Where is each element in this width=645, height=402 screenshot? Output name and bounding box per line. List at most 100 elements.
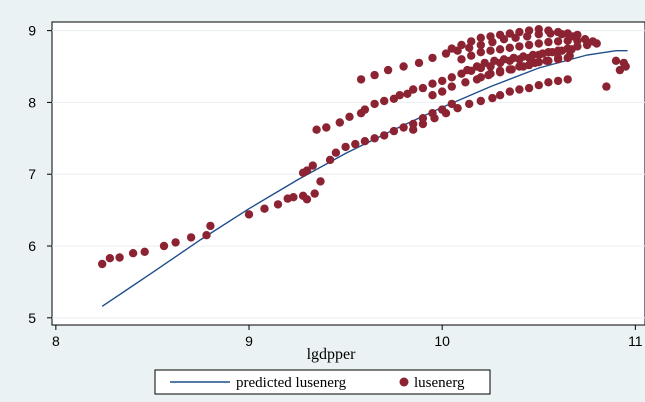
data-point [441, 109, 451, 118]
data-point [534, 25, 543, 34]
data-point [389, 126, 399, 136]
data-point [563, 36, 572, 45]
data-point [505, 43, 514, 52]
legend-label-predicted: predicted lusenerg [236, 375, 347, 391]
data-point [484, 70, 493, 80]
data-point [428, 79, 437, 88]
data-point [341, 142, 350, 152]
data-point [534, 81, 543, 90]
data-point [457, 55, 466, 64]
data-point [476, 96, 485, 106]
data-point [428, 53, 437, 63]
data-point [370, 99, 379, 109]
data-point [567, 45, 576, 54]
data-point [565, 51, 574, 60]
data-point [538, 49, 547, 58]
data-point [544, 37, 553, 47]
data-point [588, 37, 597, 46]
data-point [553, 76, 563, 86]
axes: 5 6 7 8 9 8 9 10 11 [28, 23, 643, 349]
data-point [528, 50, 538, 60]
data-point [430, 114, 439, 123]
data-point [244, 210, 254, 219]
data-point [453, 104, 462, 113]
data-point [308, 161, 317, 170]
data-point [519, 52, 528, 61]
data-point [465, 99, 474, 109]
data-point [488, 93, 497, 103]
data-point [472, 75, 482, 84]
legend-point-swatch [399, 377, 409, 387]
data-point [573, 30, 582, 40]
data-point [507, 65, 516, 74]
data-point [360, 137, 370, 146]
scatter-series [98, 25, 630, 269]
data-point [399, 62, 408, 71]
data-point [273, 200, 283, 209]
data-point [447, 82, 456, 91]
data-point [202, 231, 211, 240]
data-point [580, 35, 590, 44]
data-point [480, 58, 489, 68]
data-point [441, 49, 451, 58]
y-tick-label: 6 [28, 238, 36, 254]
data-point [524, 83, 534, 93]
data-point [515, 85, 524, 94]
data-point [409, 125, 418, 134]
data-point [530, 58, 540, 68]
y-tick-label: 5 [28, 310, 36, 326]
data-point [380, 131, 389, 140]
data-point [457, 40, 466, 50]
x-axis-title: lgdpper [307, 346, 357, 363]
data-point [499, 55, 509, 64]
data-point [310, 189, 319, 198]
data-point [544, 26, 553, 35]
data-point [414, 58, 424, 68]
data-point [553, 37, 563, 46]
data-point [447, 44, 456, 53]
data-point [380, 96, 389, 106]
data-point [403, 89, 412, 99]
y-tick-label: 7 [28, 166, 36, 182]
data-point [335, 118, 344, 127]
data-point [519, 62, 528, 71]
data-point [447, 99, 456, 109]
data-point [128, 249, 138, 258]
data-point [399, 123, 408, 132]
data-point [325, 155, 335, 165]
data-point [105, 254, 115, 263]
data-point [360, 105, 370, 114]
data-point [447, 73, 456, 82]
data-point [563, 75, 572, 84]
data-point [544, 78, 553, 87]
data-point [619, 58, 628, 68]
data-point [206, 221, 215, 231]
legend: predicted lusenerg lusenerg [154, 369, 491, 395]
data-point [548, 48, 557, 57]
data-point [495, 68, 505, 77]
data-point [515, 42, 524, 51]
data-point [495, 45, 505, 54]
data-point [159, 241, 169, 251]
data-point [467, 37, 476, 46]
data-point [438, 76, 447, 86]
data-point [553, 27, 563, 37]
x-tick-label: 8 [52, 333, 60, 349]
data-point [505, 29, 514, 38]
data-point [289, 193, 298, 202]
data-point [476, 40, 485, 50]
x-tick-label: 11 [628, 333, 643, 349]
data-point [563, 29, 572, 38]
y-tick-label: 9 [28, 23, 36, 39]
data-point [370, 134, 379, 143]
data-point [534, 39, 543, 48]
data-point [476, 48, 485, 57]
data-point [322, 123, 331, 132]
data-point [573, 36, 582, 45]
data-point [524, 26, 534, 35]
data-point [557, 46, 567, 55]
data-point [495, 30, 505, 40]
data-point [312, 125, 321, 134]
